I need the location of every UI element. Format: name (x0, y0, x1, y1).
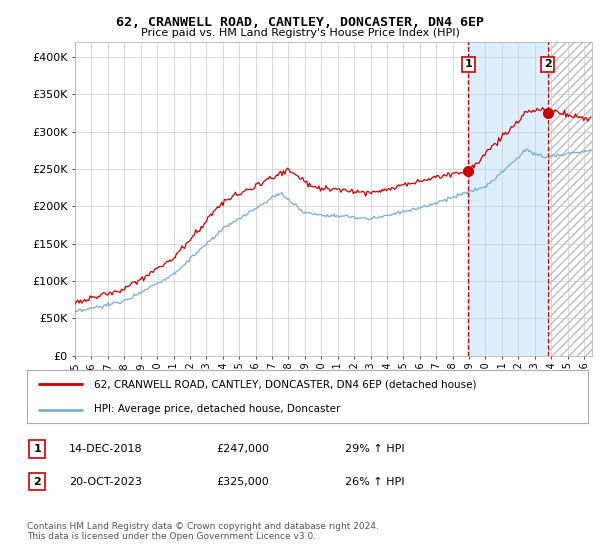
Text: £247,000: £247,000 (216, 444, 269, 454)
Text: £325,000: £325,000 (216, 477, 269, 487)
Text: Price paid vs. HM Land Registry's House Price Index (HPI): Price paid vs. HM Land Registry's House … (140, 28, 460, 38)
Text: 14-DEC-2018: 14-DEC-2018 (69, 444, 143, 454)
Text: 20-OCT-2023: 20-OCT-2023 (69, 477, 142, 487)
Bar (548, 42, 592, 356)
Text: 29% ↑ HPI: 29% ↑ HPI (345, 444, 404, 454)
Bar (548, 42, 592, 356)
Text: Contains HM Land Registry data © Crown copyright and database right 2024.
This d: Contains HM Land Registry data © Crown c… (27, 522, 379, 542)
Text: 1: 1 (34, 444, 41, 454)
Text: HPI: Average price, detached house, Doncaster: HPI: Average price, detached house, Donc… (94, 404, 341, 414)
Text: 62, CRANWELL ROAD, CANTLEY, DONCASTER, DN4 6EP (detached house): 62, CRANWELL ROAD, CANTLEY, DONCASTER, D… (94, 380, 477, 390)
Text: 1: 1 (464, 59, 472, 69)
Bar (469, 42, 548, 356)
Text: 26% ↑ HPI: 26% ↑ HPI (345, 477, 404, 487)
Text: 2: 2 (544, 59, 551, 69)
Text: 2: 2 (34, 477, 41, 487)
Text: 62, CRANWELL ROAD, CANTLEY, DONCASTER, DN4 6EP: 62, CRANWELL ROAD, CANTLEY, DONCASTER, D… (116, 16, 484, 29)
